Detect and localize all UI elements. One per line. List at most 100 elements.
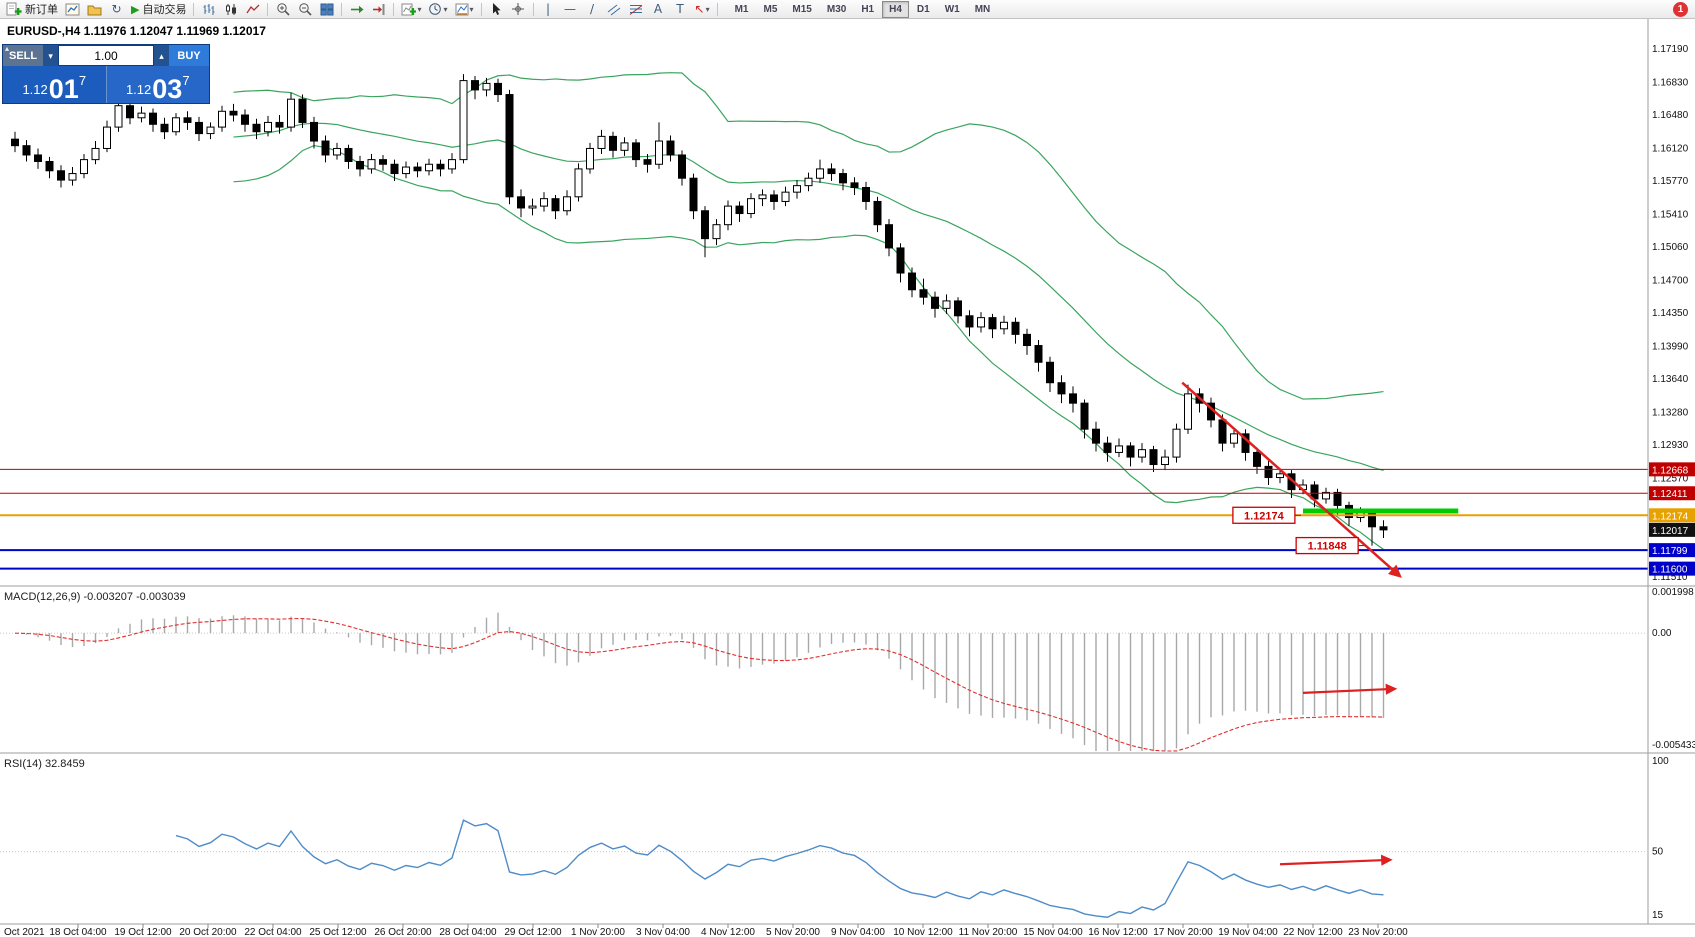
bid-pipette: 7	[78, 73, 87, 88]
svg-text:-0.005433: -0.005433	[1652, 740, 1695, 751]
sell-button[interactable]: SELL	[3, 45, 44, 66]
vertical-line-icon: |	[545, 2, 551, 16]
template-icon	[455, 3, 468, 15]
svg-text:15: 15	[1652, 910, 1664, 921]
timeframe-h1-button[interactable]: H1	[854, 1, 881, 18]
text-label-icon: T	[676, 2, 684, 16]
svg-text:20 Oct 20:00: 20 Oct 20:00	[179, 927, 237, 937]
timeframe-m30-button[interactable]: M30	[820, 1, 853, 18]
bar-chart-button[interactable]	[198, 1, 219, 18]
svg-text:Oct 2021: Oct 2021	[4, 927, 45, 937]
refresh-button[interactable]: ↻	[106, 1, 127, 18]
toolbar-separator	[267, 2, 269, 16]
crosshair-icon	[512, 3, 525, 15]
candles-layer	[11, 74, 1388, 546]
equidistant-channel-button[interactable]	[604, 1, 625, 18]
svg-text:25 Oct 12:00: 25 Oct 12:00	[309, 927, 367, 937]
time-axis[interactable]: Oct 2021 18 Oct 04:00 19 Oct 12:00 20 Oct 2…	[4, 924, 1408, 937]
dropdown-caret-icon: ▾	[705, 4, 710, 14]
svg-text:50: 50	[1652, 847, 1664, 858]
rsi-arrow	[1279, 854, 1393, 866]
ask-prefix: 1.12	[125, 82, 152, 97]
chart-window: 1.12174 1.11848 1.17190 1.16830 1.16480 1.161…	[0, 19, 1695, 937]
indicators-icon	[401, 3, 417, 15]
auto-trading-button[interactable]: ▶ 自动交易	[128, 1, 189, 18]
svg-text:1.12017: 1.12017	[1652, 526, 1689, 537]
horizontal-line-button[interactable]: —	[560, 1, 581, 18]
price-axis-labels: 1.17190 1.16830 1.16480 1.16120 1.15770 1.154…	[1652, 44, 1689, 583]
svg-text:15 Nov 04:00: 15 Nov 04:00	[1023, 927, 1083, 937]
svg-text:29 Oct 12:00: 29 Oct 12:00	[504, 927, 562, 937]
profiles-icon	[87, 5, 102, 15]
notification-badge[interactable]: 1	[1673, 1, 1688, 17]
price-divider	[105, 66, 107, 103]
new-chart-icon	[65, 3, 80, 15]
buy-button[interactable]: BUY	[169, 45, 209, 66]
svg-text:16 Nov 12:00: 16 Nov 12:00	[1088, 927, 1148, 937]
ask-pipette: 7	[182, 73, 190, 88]
timeframe-d1-button[interactable]: D1	[910, 1, 937, 18]
svg-text:9 Nov 04:00: 9 Nov 04:00	[831, 927, 885, 937]
svg-text:18 Oct 04:00: 18 Oct 04:00	[49, 927, 107, 937]
toolbar-separator	[716, 2, 718, 16]
refresh-icon: ↻	[111, 2, 122, 16]
svg-text:0.00: 0.00	[1652, 628, 1672, 639]
volume-up-button[interactable]	[154, 45, 169, 66]
svg-text:1.12570: 1.12570	[1652, 473, 1689, 484]
timeframe-mn-button[interactable]: MN	[968, 1, 998, 18]
text-button[interactable]: A	[648, 1, 669, 18]
timeframe-w1-button[interactable]: W1	[938, 1, 967, 18]
candlestick-chart-button[interactable]	[220, 1, 241, 18]
chart-canvas[interactable]: 1.12174 1.11848 1.17190 1.16830 1.16480 1.161…	[0, 19, 1695, 937]
fibonacci-button[interactable]	[626, 1, 647, 18]
profiles-button[interactable]	[84, 1, 105, 18]
svg-text:17 Nov 20:00: 17 Nov 20:00	[1153, 927, 1213, 937]
vertical-line-button[interactable]: |	[538, 1, 559, 18]
auto-trading-label: 自动交易	[142, 3, 187, 16]
svg-text:19 Nov 04:00: 19 Nov 04:00	[1218, 927, 1278, 937]
timeframe-h4-button[interactable]: H4	[882, 0, 909, 18]
svg-text:1.14700: 1.14700	[1652, 275, 1689, 286]
trendline-button[interactable]: /	[582, 1, 603, 18]
tile-windows-button[interactable]	[316, 1, 337, 18]
timeframe-m15-button[interactable]: M15	[785, 1, 818, 18]
dropdown-caret-icon: ▾	[417, 4, 422, 14]
collapse-trade-panel-button[interactable]: ▴	[5, 44, 10, 53]
volume-down-button[interactable]	[43, 45, 59, 66]
crosshair-button[interactable]	[508, 1, 529, 18]
auto-scroll-button[interactable]	[346, 1, 367, 18]
periods-button[interactable]: ▾	[425, 1, 450, 18]
line-chart-button[interactable]	[242, 1, 263, 18]
toolbar-separator	[341, 2, 343, 16]
price-annotation-box: 1.12174	[1232, 506, 1301, 524]
svg-text:1.13990: 1.13990	[1652, 341, 1689, 352]
text-label-button[interactable]: T	[670, 1, 691, 18]
svg-text:5 Nov 20:00: 5 Nov 20:00	[766, 927, 820, 937]
volume-input[interactable]	[58, 45, 154, 66]
chart-shift-button[interactable]	[368, 1, 389, 18]
zoom-in-button[interactable]	[272, 1, 293, 18]
svg-text:28 Oct 04:00: 28 Oct 04:00	[439, 927, 497, 937]
line-chart-icon	[246, 4, 260, 13]
svg-text:1.16480: 1.16480	[1652, 110, 1689, 121]
new-chart-button[interactable]	[62, 1, 83, 18]
timeframe-m1-button[interactable]: M1	[728, 1, 756, 18]
cursor-button[interactable]	[486, 1, 507, 18]
symbol-ohlc-header: EURUSD-,H4 1.11976 1.12047 1.11969 1.120…	[7, 24, 266, 38]
indicators-button[interactable]: ▾	[398, 1, 424, 18]
zoom-out-button[interactable]	[294, 1, 315, 18]
new-order-button[interactable]: 新订单	[3, 1, 61, 18]
channel-icon	[607, 4, 621, 15]
bar-chart-icon	[203, 3, 215, 15]
trendline-icon: /	[589, 2, 595, 16]
svg-text:1.11848: 1.11848	[1308, 541, 1347, 553]
templates-button[interactable]: ▾	[452, 1, 477, 18]
arrows-button[interactable]: ↖ ▾	[692, 1, 713, 18]
macd-arrow	[1302, 683, 1398, 695]
bid-prefix: 1.12	[22, 82, 48, 97]
toolbar-separator	[193, 2, 195, 16]
ask-price[interactable]: 1.12 03 7	[106, 66, 209, 103]
bid-price[interactable]: 1.12 01 7	[3, 66, 106, 103]
timeframe-m5-button[interactable]: M5	[757, 1, 785, 18]
macd-histogram	[25, 612, 1385, 751]
